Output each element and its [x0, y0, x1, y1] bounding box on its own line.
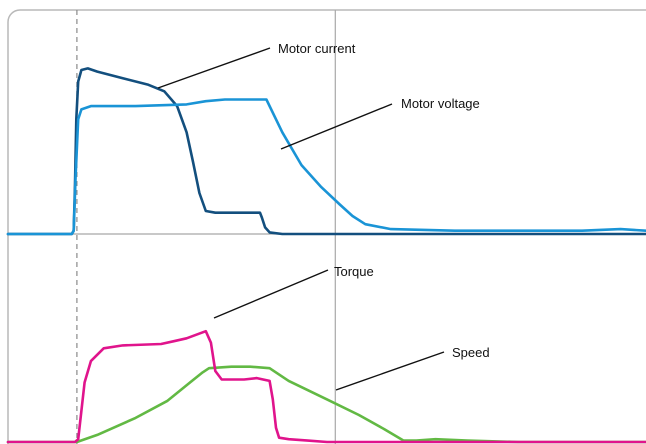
callout-label-motor-voltage: Motor voltage: [401, 96, 480, 111]
callout-label-torque: Torque: [334, 264, 374, 279]
series-line-motor-voltage: [6, 98, 646, 236]
callout-leader-motor-current: [157, 47, 271, 89]
series-line-motor-current: [6, 67, 646, 236]
callout-leader-speed: [335, 351, 445, 391]
callout-leader-torque: [213, 269, 329, 319]
chart-frame: [7, 9, 646, 444]
series-line-torque: [6, 329, 646, 444]
series-line-speed: [6, 365, 646, 444]
callout-label-speed: Speed: [452, 345, 490, 360]
callout-leader-motor-voltage: [280, 103, 393, 150]
callout-label-motor-current: Motor current: [278, 41, 356, 56]
